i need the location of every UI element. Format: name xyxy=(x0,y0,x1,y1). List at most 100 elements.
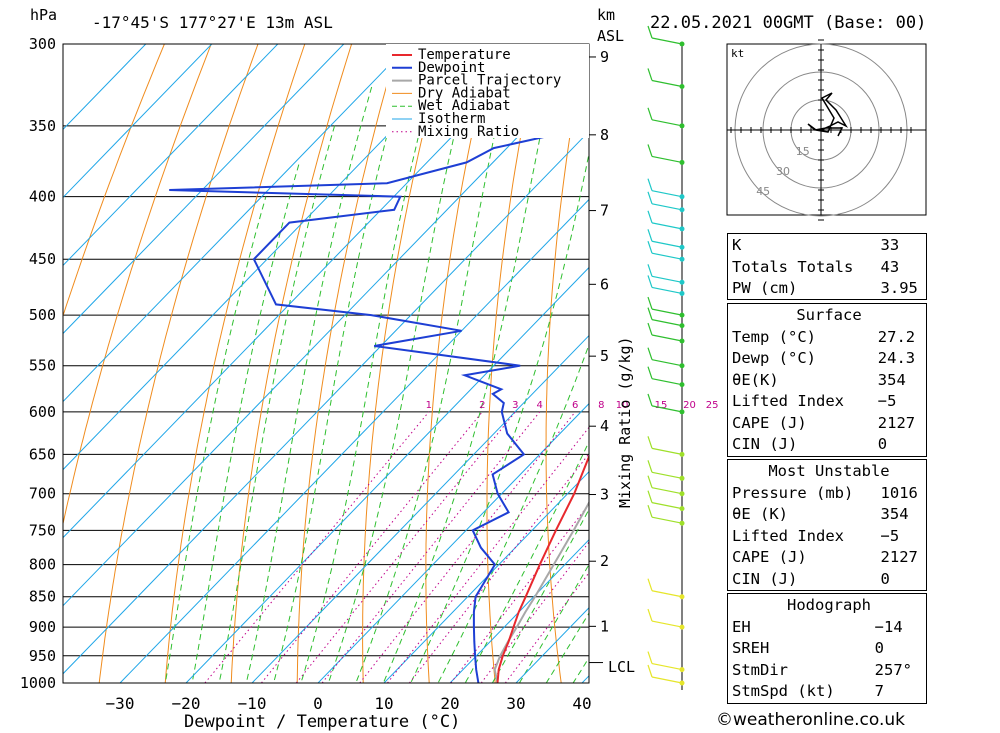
legend-label: Temperature xyxy=(418,47,511,63)
footer-copyright[interactable]: ©weatheronline.co.uk xyxy=(716,710,906,730)
hodograph-ring-label: 15 xyxy=(796,145,810,158)
mixing-ratio-line xyxy=(359,411,576,683)
mixing-ratio-label: 20 xyxy=(683,400,696,411)
wind-barb-column xyxy=(647,25,685,690)
pressure-label: 900 xyxy=(29,618,56,636)
wind-barb xyxy=(651,190,683,198)
wind-barb xyxy=(651,222,683,230)
wind-barb xyxy=(651,447,683,455)
mixing-ratio-label: 3 xyxy=(512,400,518,411)
wind-barb-flag xyxy=(647,608,653,622)
temperature-tick-label: 20 xyxy=(440,694,459,713)
mixing-ratio-label: 6 xyxy=(572,400,578,411)
wind-barb-dot xyxy=(679,194,685,200)
wind-barb xyxy=(651,119,683,127)
unstable-row: Pressure (mb) 1016 xyxy=(732,483,918,502)
wind-barb xyxy=(651,334,683,342)
wet-adiabat-line xyxy=(300,44,443,683)
wind-barb xyxy=(651,319,683,327)
wet-adiabat-line xyxy=(545,612,589,683)
wind-barb-dot xyxy=(679,451,685,457)
dry-adiabat-line xyxy=(296,44,399,683)
wind-barb-dot xyxy=(679,594,685,600)
wind-barb xyxy=(651,405,683,413)
temperature-tick-label: 0 xyxy=(313,694,323,713)
wind-barb-flag xyxy=(647,275,653,288)
wind-barb xyxy=(651,620,683,628)
wind-barb-dot xyxy=(679,624,685,630)
wet-adiabat-line xyxy=(382,44,560,683)
isotherm-line xyxy=(63,44,279,267)
isotherm-line xyxy=(63,44,411,403)
mixing-ratio-label: 25 xyxy=(706,400,719,411)
height-tick-label: 7 xyxy=(600,202,609,220)
plot-frame xyxy=(62,43,590,684)
temperature-tick-label: −30 xyxy=(106,694,135,713)
temperature-profile xyxy=(496,453,589,683)
dry-adiabats xyxy=(63,44,587,683)
mixing-ratio-axis-title: Mixing Ratio (g/kg) xyxy=(616,336,634,508)
datetime-label: 22.05.2021 00GMT (Base: 00) xyxy=(650,13,926,33)
hodo-row: SREH 0 xyxy=(732,639,884,657)
temperature-line xyxy=(496,453,589,683)
wind-barb-dot xyxy=(679,409,685,415)
unstable-row: Lifted Index −5 xyxy=(732,526,900,545)
surface-row: Lifted Index −5 xyxy=(732,392,897,410)
mixing-ratio-line xyxy=(387,426,589,683)
wind-barb-dot xyxy=(679,41,685,47)
x-axis-title: Dewpoint / Temperature (°C) xyxy=(184,712,460,732)
index-row-k: K 33 xyxy=(732,236,900,254)
height-unit-asl: ASL xyxy=(597,27,624,45)
temperature-tick-label: 10 xyxy=(374,694,393,713)
wind-barb-flag xyxy=(647,264,653,277)
lcl-label: LCL xyxy=(608,658,635,676)
unstable-row: CIN (J) 0 xyxy=(732,569,890,588)
legend-label: Dewpoint xyxy=(418,60,485,76)
wind-barb-dot xyxy=(679,491,685,497)
wet-adiabat-line xyxy=(464,440,589,683)
wind-barb-flag xyxy=(647,178,653,191)
dewpoint-profile xyxy=(169,125,589,683)
wind-barb xyxy=(651,203,683,211)
dry-adiabat-line xyxy=(230,44,353,683)
wind-barb xyxy=(651,275,683,283)
wind-barb-flag xyxy=(647,322,653,336)
temperature-tick-label: 30 xyxy=(506,694,525,713)
pressure-label: 1000 xyxy=(20,674,56,692)
wind-barb xyxy=(651,240,683,248)
wind-barb-flag xyxy=(647,241,653,254)
wet-adiabat-line xyxy=(245,86,373,683)
surface-title: Surface xyxy=(796,306,862,324)
pressure-label: 700 xyxy=(29,485,56,503)
wind-barb-dot xyxy=(679,290,685,296)
pressure-label: 750 xyxy=(29,521,56,539)
dewpoint-line xyxy=(169,125,589,683)
mixing-ratio-labels: 1 2 3 4 6 8 10 15 20 25 xyxy=(426,400,719,411)
height-tick-label: 4 xyxy=(600,417,609,435)
wet-adiabat-line xyxy=(164,196,267,683)
legend-label: Mixing Ratio xyxy=(418,124,519,140)
wind-barb xyxy=(651,37,683,45)
isotherm-line xyxy=(63,44,147,131)
height-tick-label: 9 xyxy=(600,48,609,66)
hodograph-unit: kt xyxy=(731,47,744,60)
wind-barb-dot xyxy=(679,83,685,89)
wind-barb-flag xyxy=(647,578,653,591)
surface-row: Temp (°C) 27.2 xyxy=(732,327,916,346)
index-row-pw: PW (cm) 3.95 xyxy=(732,279,918,297)
temperature-tick-label: −10 xyxy=(238,694,267,713)
hodograph-title: Hodograph xyxy=(787,596,871,614)
wind-barb-flag xyxy=(647,460,653,473)
wind-barb-dot xyxy=(679,363,685,369)
mixing-ratio-line xyxy=(204,411,430,683)
dry-adiabat-line xyxy=(63,44,165,318)
wind-barb-dot xyxy=(679,159,685,165)
index-row-totals: Totals Totals 43 xyxy=(732,257,900,276)
wind-barb-dot xyxy=(679,506,685,512)
parcel-trajectory-line xyxy=(493,500,589,683)
pressure-unit-label: hPa xyxy=(30,6,57,24)
wind-barb-flag xyxy=(647,296,653,310)
wind-barb xyxy=(651,516,683,524)
wind-barb-flag xyxy=(647,393,653,407)
